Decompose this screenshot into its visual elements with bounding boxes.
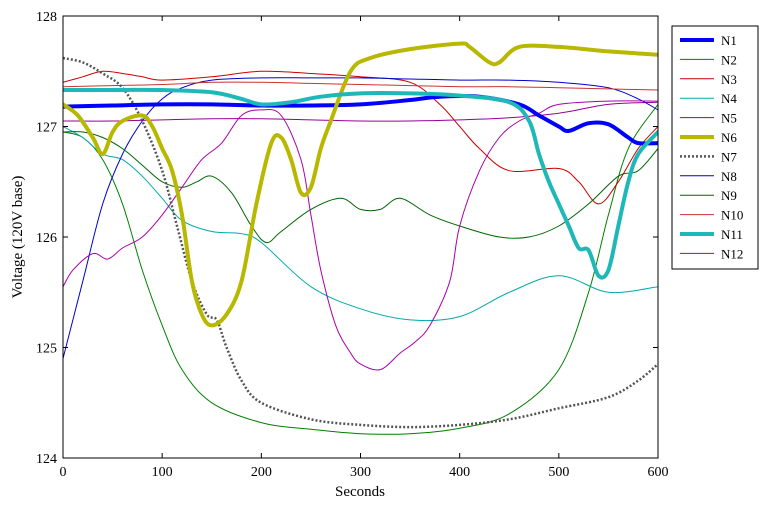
x-tick-label: 0	[60, 465, 67, 480]
legend-label-n9: N9	[721, 188, 737, 203]
y-tick-label: 127	[36, 121, 57, 136]
y-tick-label: 128	[36, 10, 57, 25]
y-tick-label: 125	[36, 342, 57, 357]
legend-label-n3: N3	[721, 72, 737, 87]
x-tick-label: 400	[449, 465, 470, 480]
legend-label-n11: N11	[721, 227, 743, 242]
series-line-n10	[63, 81, 658, 91]
legend-frame	[671, 25, 759, 270]
y-tick-label: 126	[36, 231, 57, 246]
legend-label-n1: N1	[721, 33, 737, 48]
x-tick-label: 500	[548, 465, 569, 480]
legend-label-n8: N8	[721, 169, 737, 184]
y-tick-label: 124	[36, 452, 57, 467]
y-axis-title: Voltage (120V base)	[10, 176, 26, 299]
series-line-n12	[63, 100, 658, 371]
legend-label-n2: N2	[721, 52, 737, 67]
legend-label-n6: N6	[721, 130, 737, 145]
series-line-n7	[63, 56, 658, 429]
series-line-n6	[63, 41, 658, 328]
x-tick-label: 300	[350, 465, 371, 480]
legend: N1 N2 N3 N4 N5 N6 N7 N8 N9 N10 N11 N12	[671, 25, 759, 270]
legend-label-n7: N7	[721, 149, 737, 164]
series-line-n2	[63, 103, 658, 435]
series-line-n8	[63, 77, 658, 359]
series-line-n9	[63, 131, 658, 244]
x-tick-label: 100	[152, 465, 173, 480]
x-tick-label: 600	[648, 465, 669, 480]
x-axis-title: Seconds	[335, 484, 385, 500]
series-line-n11	[63, 87, 658, 280]
legend-label-n10: N10	[721, 208, 743, 223]
axis-ticks: 0 100 200 300 400 500 600 124 125 126 127 128	[36, 10, 669, 480]
legend-label-n4: N4	[721, 91, 737, 106]
series-line-n5	[63, 101, 658, 122]
legend-label-n12: N12	[721, 246, 743, 261]
series-layer	[63, 41, 658, 435]
x-tick-label: 200	[251, 465, 272, 480]
legend-label-n5: N5	[721, 111, 737, 126]
